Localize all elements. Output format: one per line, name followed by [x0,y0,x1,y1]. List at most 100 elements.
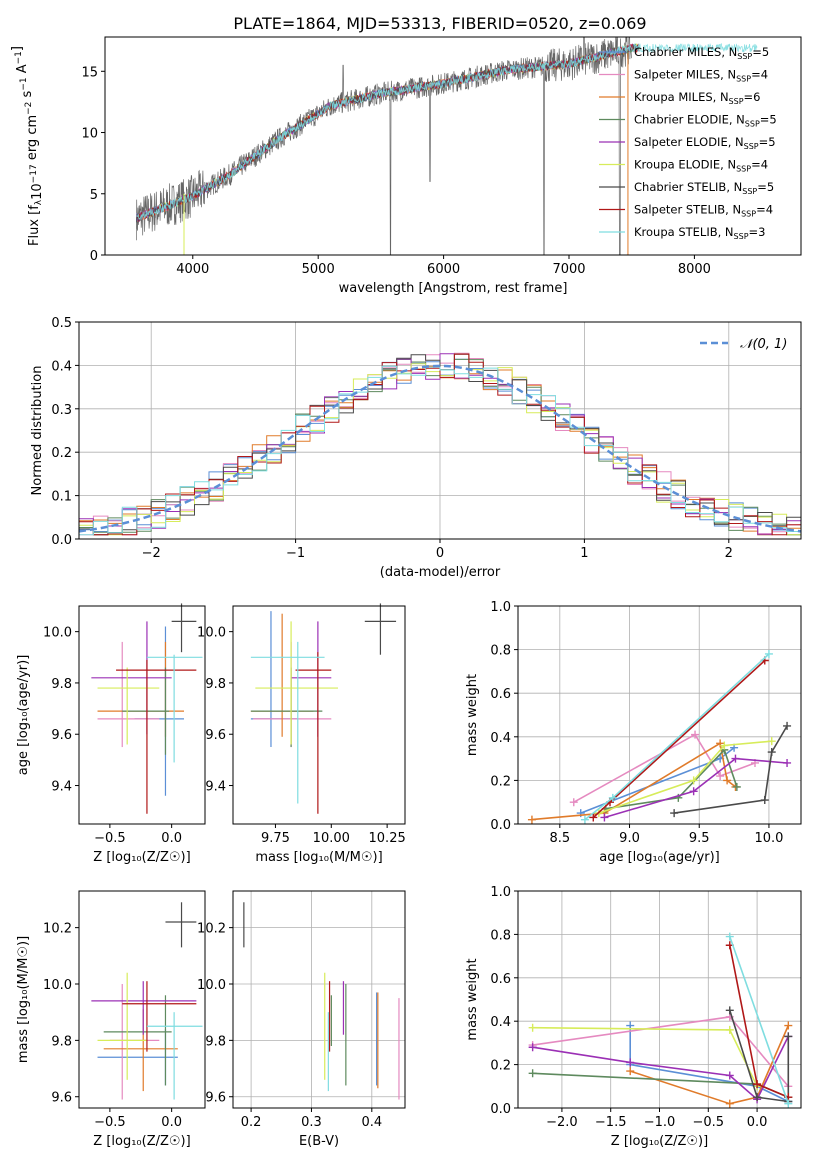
weights_vs_Z-frame [517,890,802,1109]
weight-line-c_miles [629,1025,789,1103]
legend-label: Kroupa STELIB, NSSP=3 [634,225,765,241]
residuals-ytick-label: 0.4 [51,359,72,374]
observed-spectrum [136,37,632,255]
weight-marker-s_elodie [783,758,792,767]
weights_vs_Z-ylabel: mass weight [465,958,480,1040]
age_vs_Z-xtick-label: 0.0 [161,831,182,846]
weight-line-k_stelib [729,936,790,1104]
age_vs_Z-ytick-label: 9.4 [51,780,72,795]
residuals-xtick-label: 1 [580,546,588,561]
weight-marker-s_stelib [589,813,598,822]
mass_vs_EBV-ytick-label: 10.2 [197,922,226,937]
weights_vs_age-xtick-label: 9.5 [689,831,710,846]
weights_vs_Z-ytick-label: 0.2 [490,1059,511,1074]
weights_vs_Z-xtick-label: −1.0 [644,1115,676,1130]
legend-label: Salpeter ELODIE, NSSP=5 [634,135,776,151]
residuals-ytick-label: 0.0 [51,533,72,548]
weight-marker-k_miles [626,1067,635,1076]
mass_vs_Z-ytick-label: 10.0 [43,978,72,993]
weight-marker-c_stelib [783,721,792,730]
weight-marker-k_stelib [764,649,773,658]
spectrum-xlabel: wavelength [Angstrom, rest frame] [339,281,568,296]
weights_vs_age-ytick-label: 0.6 [490,687,511,702]
weights_vs_age-ytick-label: 0.0 [490,818,511,833]
spectrum-ytick-label: 5 [90,188,98,203]
weight-marker-k_elodie [689,776,698,785]
weights_vs_Z-ytick-label: 0.6 [490,972,511,987]
weights_vs_Z-xlabel: Z [log₁₀(Z/Z☉)] [611,1134,708,1149]
weights_vs_Z-xtick-label: 0.0 [747,1115,768,1130]
mass_vs_EBV-ytick-label: 9.8 [205,1034,226,1049]
weights_vs_age-xtick-label: 9.0 [619,831,640,846]
spectrum-xtick-label: 6000 [427,262,460,277]
age_vs_mass-xlabel: mass [log₁₀(M/M☉)] [255,850,382,865]
weight-marker-k_elodie [528,1023,537,1032]
model-spectrum-k_stelib [136,43,758,221]
weight-marker-k_elodie [767,737,776,746]
mass_vs_Z-xlabel: Z [log₁₀(Z/Z☉)] [93,1134,190,1149]
weight-marker-c_stelib [760,796,769,805]
age_vs_Z-ytick-label: 9.6 [51,728,72,743]
weight-line-c_stelib [729,1010,790,1103]
weight-marker-c_stelib [753,1093,762,1102]
age_vs_Z-ylabel: age [log₁₀(age/yr)] [16,655,31,776]
age_vs_Z-xlabel: Z [log₁₀(Z/Z☉)] [93,850,190,865]
age_vs_Z-ytick-label: 9.8 [51,677,72,692]
spectrum-xtick-label: 5000 [302,262,335,277]
age_vs_mass-xtick-label: 9.75 [261,831,290,846]
residuals-ylabel: Normed distribution [30,366,45,496]
age_vs_mass-ytick-label: 9.8 [205,677,226,692]
age_vs_mass-xtick-label: 10.00 [313,831,350,846]
weight-line-c_elodie [605,748,738,810]
residuals-ytick-label: 0.5 [51,316,72,331]
legend-label: Kroupa ELODIE, NSSP=4 [634,158,768,174]
mass_vs_EBV-xtick-label: 0.4 [361,1115,382,1130]
weight-marker-k_elodie [725,1025,734,1034]
weights_vs_age-xtick-label: 10.0 [754,831,783,846]
weight-line-s_miles [573,733,756,803]
weight-marker-s_elodie [626,1058,635,1067]
weights_vs_Z-ytick-label: 1.0 [490,885,511,900]
spectrum-ylabel: Flux [fλ10−17 erg cm−2 s−1 A−1] [10,46,45,246]
weights_vs_age-ytick-label: 0.4 [490,731,511,746]
spectrum-ytick-label: 15 [81,65,98,80]
mass_vs_Z-xtick-label: 0.0 [161,1115,182,1130]
normal-curve [78,364,802,533]
residuals-ytick-label: 0.3 [51,403,72,418]
residuals-xtick-label: 0 [436,546,444,561]
spectrum-lines [136,37,758,255]
weights_vs_Z-ytick-label: 0.4 [490,1015,511,1030]
legend-label: Chabrier MILES, NSSP=5 [634,45,769,61]
age_vs_Z-frame [78,605,206,825]
mass_vs_Z-ytick-label: 10.2 [43,922,72,937]
age_vs_Z-xtick-label: −0.5 [94,831,126,846]
age_vs_mass-ytick-label: 10.0 [197,626,226,641]
weight-marker-k_miles [723,776,732,785]
legend-label: Chabrier ELODIE, NSSP=5 [634,113,777,129]
weights_vs_age-frame [517,605,802,825]
weights_vs_Z-ytick-label: 0.0 [490,1102,511,1117]
histogram-c_stelib [79,353,801,536]
weights_vs_age-ylabel: mass weight [465,674,480,756]
weight-marker-s_elodie [528,1043,537,1052]
legend-label: Kroupa MILES, NSSP=6 [634,90,760,106]
weight-marker-k_miles [527,815,536,824]
residuals-ytick-label: 0.2 [51,446,72,461]
weight-marker-k_stelib [725,932,734,941]
histogram-s_stelib [79,353,801,536]
spectrum-ytick-label: 0 [90,249,98,264]
weight-marker-c_stelib [725,1006,734,1015]
spectrum-xtick-label: 7000 [552,262,585,277]
mass_vs_Z-ytick-label: 9.8 [51,1034,72,1049]
residuals-xtick-label: −2 [142,546,161,561]
weight-marker-k_miles [725,1099,734,1108]
mass_vs_EBV-xlabel: E(B-V) [299,1134,339,1149]
weight-marker-c_stelib [670,809,679,818]
mass_vs_Z-ylabel: mass [log₁₀(M/M☉)] [16,936,31,1063]
weight-marker-k_stelib [784,1099,793,1108]
weights_vs_age-xtick-label: 8.5 [549,831,570,846]
mass_vs_Z-ytick-label: 9.6 [51,1091,72,1106]
residuals-xtick-label: −1 [286,546,305,561]
spectrum-legend: Chabrier MILES, NSSP=5 Salpeter MILES, NS… [599,45,777,241]
